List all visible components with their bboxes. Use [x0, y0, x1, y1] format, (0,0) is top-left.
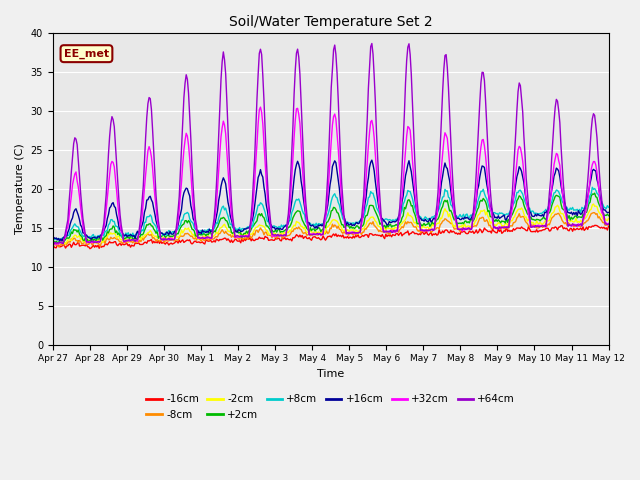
-16cm: [458, 229, 466, 235]
+32cm: [285, 210, 293, 216]
-16cm: [605, 223, 612, 229]
-2cm: [361, 223, 369, 229]
-16cm: [223, 238, 230, 243]
-2cm: [223, 226, 230, 231]
+16cm: [605, 210, 612, 216]
+32cm: [605, 220, 612, 226]
+16cm: [223, 191, 230, 196]
+64cm: [50, 241, 58, 247]
-8cm: [284, 233, 292, 239]
+2cm: [60, 240, 67, 246]
-16cm: [555, 224, 563, 230]
+8cm: [361, 210, 369, 216]
-8cm: [223, 230, 230, 236]
-2cm: [589, 201, 597, 207]
Text: EE_met: EE_met: [64, 48, 109, 59]
+16cm: [284, 219, 292, 225]
-2cm: [50, 241, 58, 247]
-8cm: [555, 211, 563, 216]
Line: +16cm: +16cm: [52, 160, 609, 241]
+2cm: [555, 193, 563, 199]
+64cm: [389, 229, 397, 235]
+16cm: [56, 238, 63, 244]
+8cm: [223, 210, 230, 216]
+64cm: [361, 168, 369, 173]
+8cm: [458, 213, 466, 219]
+2cm: [605, 213, 612, 218]
+32cm: [362, 177, 370, 183]
-16cm: [361, 232, 369, 238]
+32cm: [49, 241, 56, 247]
Line: -8cm: -8cm: [52, 213, 609, 247]
X-axis label: Time: Time: [317, 369, 344, 379]
Line: +2cm: +2cm: [52, 193, 609, 243]
+2cm: [49, 239, 56, 245]
Line: -2cm: -2cm: [52, 204, 609, 244]
+64cm: [223, 97, 230, 103]
-2cm: [555, 204, 563, 210]
+8cm: [588, 184, 596, 190]
-2cm: [605, 216, 612, 221]
-2cm: [284, 230, 292, 236]
+2cm: [591, 190, 598, 196]
+64cm: [556, 120, 564, 125]
+16cm: [460, 216, 467, 222]
-2cm: [49, 241, 56, 247]
+32cm: [389, 229, 397, 235]
+32cm: [460, 225, 467, 231]
+32cm: [52, 241, 60, 247]
-16cm: [49, 244, 56, 250]
-2cm: [388, 227, 396, 232]
+64cm: [460, 225, 467, 231]
+32cm: [556, 162, 564, 168]
-8cm: [458, 225, 466, 230]
Title: Soil/Water Temperature Set 2: Soil/Water Temperature Set 2: [229, 15, 433, 29]
+32cm: [257, 104, 264, 110]
+2cm: [361, 215, 369, 221]
-8cm: [361, 226, 369, 231]
+2cm: [223, 218, 230, 224]
Line: +8cm: +8cm: [52, 187, 609, 240]
Legend: -16cm, -8cm, -2cm, +2cm, +8cm, +16cm, +32cm, +64cm: -16cm, -8cm, -2cm, +2cm, +8cm, +16cm, +3…: [142, 390, 519, 424]
+8cm: [284, 220, 292, 226]
+8cm: [605, 204, 612, 210]
+2cm: [388, 224, 396, 230]
-8cm: [605, 222, 612, 228]
-16cm: [592, 223, 600, 228]
+64cm: [49, 240, 56, 246]
+8cm: [388, 218, 396, 224]
Line: +32cm: +32cm: [52, 107, 609, 244]
Y-axis label: Temperature (C): Temperature (C): [15, 144, 25, 234]
+16cm: [49, 236, 56, 241]
+16cm: [389, 218, 397, 224]
-16cm: [284, 237, 292, 242]
+2cm: [284, 224, 292, 230]
+8cm: [49, 237, 56, 242]
-8cm: [55, 244, 63, 250]
Line: -16cm: -16cm: [52, 226, 609, 249]
+16cm: [556, 174, 564, 180]
+64cm: [284, 211, 292, 217]
+32cm: [223, 148, 230, 154]
-8cm: [49, 240, 56, 246]
-16cm: [388, 234, 396, 240]
Line: +64cm: +64cm: [52, 44, 609, 244]
-16cm: [86, 246, 93, 252]
-8cm: [589, 210, 597, 216]
-8cm: [388, 226, 396, 232]
+16cm: [368, 157, 376, 163]
+16cm: [361, 202, 369, 207]
+2cm: [458, 220, 466, 226]
-2cm: [458, 222, 466, 228]
+8cm: [555, 189, 563, 194]
+64cm: [368, 41, 376, 47]
+8cm: [55, 237, 63, 243]
+64cm: [605, 221, 612, 227]
